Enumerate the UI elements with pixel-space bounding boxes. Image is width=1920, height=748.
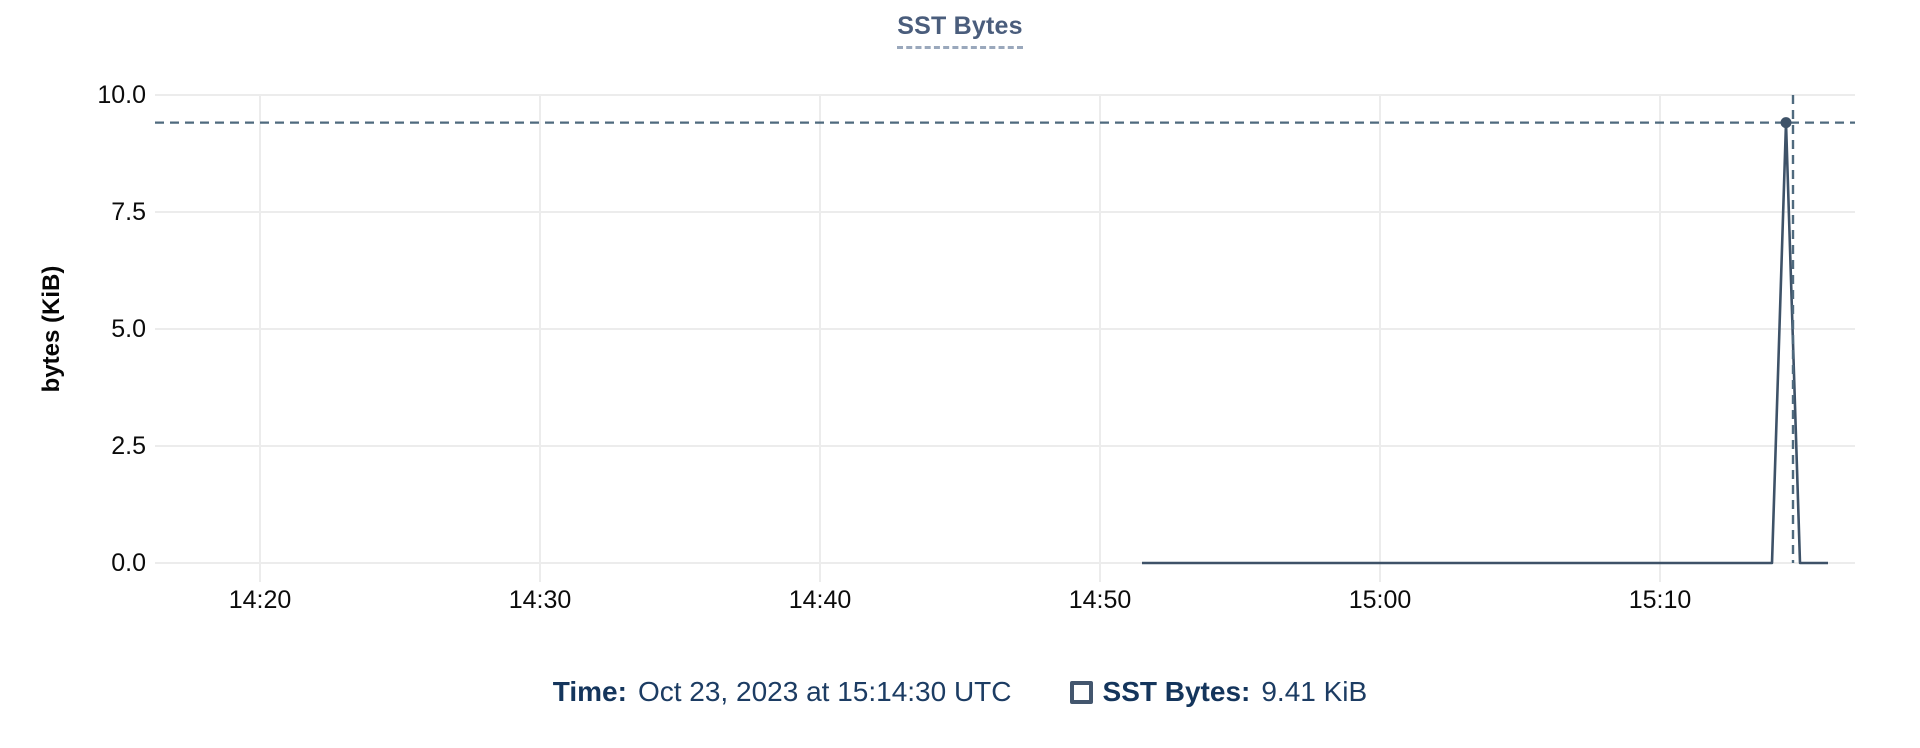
y-tick-label: 5.0 (111, 315, 146, 343)
x-tick-label: 15:00 (1348, 586, 1412, 614)
x-tick-label: 15:10 (1628, 586, 1692, 614)
legend-item-sst-bytes[interactable]: SST Bytes: 9.41 KiB (1069, 676, 1368, 708)
y-tick-label: 2.5 (111, 432, 146, 460)
chart-footer-legend: Time: Oct 23, 2023 at 15:14:30 UTC SST B… (0, 676, 1920, 708)
tooltip-time-value: Oct 23, 2023 at 15:14:30 UTC (637, 676, 1012, 707)
plot-area[interactable] (0, 0, 1920, 650)
y-tick-label: 7.5 (111, 198, 146, 226)
selected-point-marker[interactable] (1780, 117, 1792, 129)
x-tick-label: 14:50 (1068, 586, 1132, 614)
x-tick-label: 14:40 (788, 586, 852, 614)
series-swatch-icon (1069, 680, 1093, 704)
series-line-sst-bytes (1142, 121, 1828, 565)
x-tick-label: 14:20 (228, 586, 292, 614)
chart-title[interactable]: SST Bytes (897, 12, 1023, 49)
series-label: SST Bytes: (1102, 676, 1251, 707)
y-tick-label: 10.0 (97, 81, 146, 109)
chart-header: SST Bytes (0, 12, 1920, 49)
series-value: 9.41 KiB (1261, 676, 1368, 707)
y-tick-label: 0.0 (111, 549, 146, 577)
x-tick-label: 14:30 (508, 586, 572, 614)
tooltip-time-label: Time: (552, 676, 627, 707)
